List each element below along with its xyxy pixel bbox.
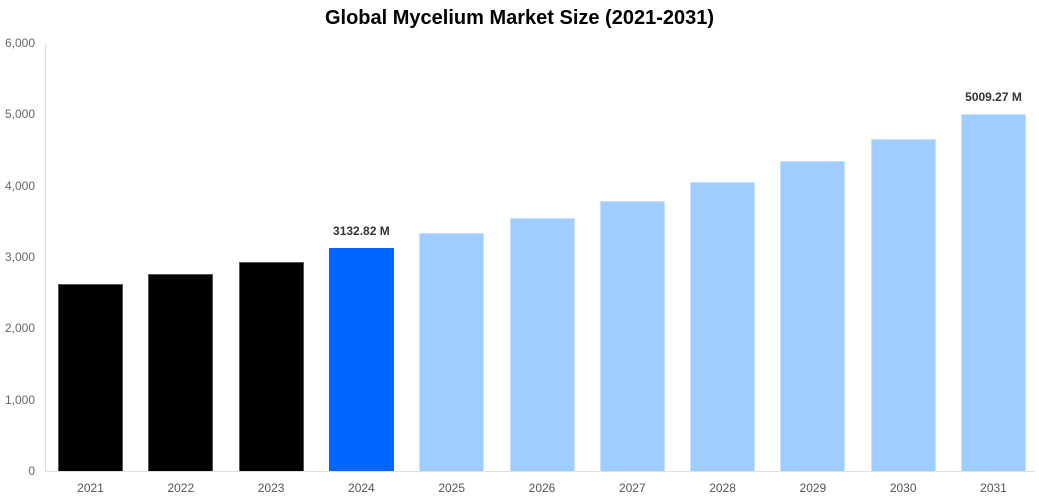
bar-2029 <box>780 160 846 471</box>
x-tick-label: 2021 <box>77 481 104 495</box>
bar-2031 <box>961 113 1026 471</box>
bar-2025 <box>419 232 485 471</box>
y-tick-label: 0 <box>28 464 35 478</box>
bar-2026 <box>509 217 575 471</box>
x-tick-label: 2026 <box>528 481 556 495</box>
bar-2024 <box>328 247 394 471</box>
y-tick-label: 2,000 <box>4 321 35 336</box>
bar-2023 <box>238 261 304 471</box>
y-tick-label: 5,000 <box>4 107 35 122</box>
bar-2028 <box>690 181 756 471</box>
x-axis-line <box>45 471 1035 472</box>
x-tick-label: 2027 <box>618 481 646 495</box>
x-tick-label: 2029 <box>799 481 827 495</box>
bar-2022 <box>148 273 214 471</box>
x-tick-label: 2023 <box>257 481 285 495</box>
y-tick-label: 4,000 <box>4 178 35 193</box>
bar-2030 <box>870 139 936 471</box>
data-label-2024: 3132.82 M <box>333 223 390 238</box>
y-tick-label: 3,000 <box>4 250 35 264</box>
x-tick-label: 2024 <box>348 481 375 495</box>
x-tick-label: 2025 <box>438 481 466 495</box>
x-tick-label: 2028 <box>709 481 736 495</box>
x-tick-label: 2030 <box>889 481 917 495</box>
chart-title: Global Mycelium Market Size (2021-2031) <box>324 7 715 29</box>
x-tick-label: 2022 <box>167 481 195 495</box>
y-tick-label: 1,000 <box>4 392 35 407</box>
y-tick-label: 6,000 <box>4 36 35 50</box>
x-tick-label: 2031 <box>980 481 1007 495</box>
bar-2021 <box>58 283 123 471</box>
data-label-2031: 5009.27 M <box>965 89 1022 104</box>
bar-2027 <box>599 201 665 471</box>
y-axis-line <box>45 43 46 471</box>
